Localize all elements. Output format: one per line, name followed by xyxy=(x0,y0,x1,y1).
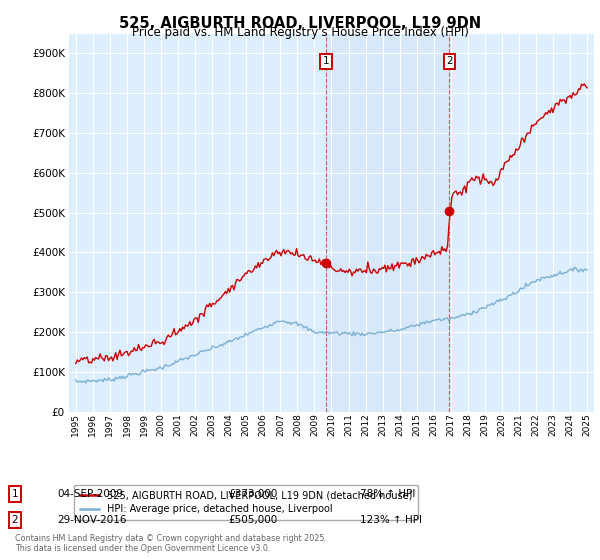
Text: £505,000: £505,000 xyxy=(228,515,277,525)
Text: 1: 1 xyxy=(11,489,19,499)
Legend: 525, AIGBURTH ROAD, LIVERPOOL, L19 9DN (detached house), HPI: Average price, det: 525, AIGBURTH ROAD, LIVERPOOL, L19 9DN (… xyxy=(74,484,418,520)
Text: Contains HM Land Registry data © Crown copyright and database right 2025.
This d: Contains HM Land Registry data © Crown c… xyxy=(15,534,327,553)
Text: 04-SEP-2009: 04-SEP-2009 xyxy=(57,489,123,499)
Text: £373,000: £373,000 xyxy=(228,489,277,499)
Text: 78% ↑ HPI: 78% ↑ HPI xyxy=(360,489,415,499)
Text: 2: 2 xyxy=(11,515,19,525)
Text: 2: 2 xyxy=(446,57,453,67)
Text: 525, AIGBURTH ROAD, LIVERPOOL, L19 9DN: 525, AIGBURTH ROAD, LIVERPOOL, L19 9DN xyxy=(119,16,481,31)
Bar xyxy=(326,34,449,412)
Text: 123% ↑ HPI: 123% ↑ HPI xyxy=(360,515,422,525)
Text: Price paid vs. HM Land Registry's House Price Index (HPI): Price paid vs. HM Land Registry's House … xyxy=(131,26,469,39)
Text: 29-NOV-2016: 29-NOV-2016 xyxy=(57,515,127,525)
Text: 1: 1 xyxy=(323,57,329,67)
